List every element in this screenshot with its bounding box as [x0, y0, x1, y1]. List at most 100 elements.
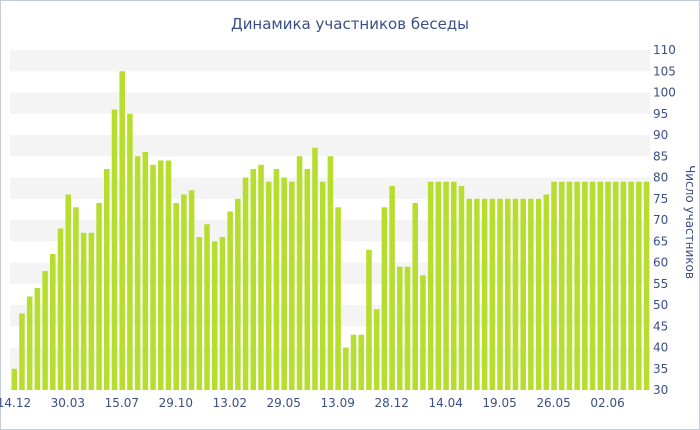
bar [466, 198, 472, 390]
bar [242, 177, 249, 390]
bar [73, 207, 79, 390]
bar [235, 198, 241, 390]
bar [605, 181, 611, 390]
bar [543, 194, 550, 390]
bar [273, 169, 280, 390]
x-tick-label: 29.10 [159, 396, 193, 410]
bar [42, 271, 48, 390]
grid-band [10, 50, 650, 72]
y-tick-label: 35 [653, 362, 668, 376]
bar [181, 194, 187, 390]
bar [119, 71, 125, 390]
bar [88, 232, 95, 390]
bar [204, 224, 210, 390]
y-axis-title: Число участников [683, 165, 697, 279]
bar [628, 181, 634, 390]
bar [582, 181, 588, 390]
y-axis-ticks: 30 35 40 45 50 55 60 65 70 75 80 85 90 95 100 105 110 [653, 43, 676, 397]
bar [296, 156, 303, 390]
x-axis-ticks: 14.12 30.03 15.07 29.10 13.02 29.05 13.09 28.12… [0, 396, 625, 410]
x-tick-label: 14.12 [0, 396, 31, 410]
bar [57, 228, 64, 390]
y-tick-label: 110 [653, 43, 676, 57]
x-tick-label: 26.05 [536, 396, 570, 410]
bar [451, 181, 457, 390]
y-tick-label: 60 [653, 256, 668, 270]
x-tick-label: 19.05 [482, 396, 516, 410]
bar [96, 203, 102, 390]
x-tick-label: 29.05 [267, 396, 301, 410]
bar [26, 296, 33, 390]
bar [319, 181, 326, 390]
bar [19, 313, 25, 390]
bar [597, 181, 604, 390]
bar [435, 181, 442, 390]
bar [104, 169, 110, 390]
bar [489, 198, 496, 390]
bar [358, 334, 365, 390]
bar [134, 156, 141, 390]
bar [481, 198, 488, 390]
bar [589, 181, 596, 390]
bar [404, 266, 411, 390]
bar [412, 203, 418, 390]
x-tick-label: 30.03 [51, 396, 85, 410]
bar [558, 181, 565, 390]
bar [188, 190, 195, 390]
bar [11, 368, 18, 390]
y-tick-label: 90 [653, 128, 668, 142]
x-tick-label: 13.02 [213, 396, 247, 410]
y-tick-label: 100 [653, 86, 676, 100]
y-tick-label: 85 [653, 149, 668, 163]
y-tick-label: 95 [653, 107, 668, 121]
y-tick-label: 75 [653, 192, 668, 206]
bar [343, 347, 349, 390]
bar [381, 207, 388, 390]
bars-group [11, 71, 650, 390]
bar [427, 181, 434, 390]
bar [350, 334, 357, 390]
bar [227, 211, 233, 390]
bar [574, 181, 580, 390]
y-tick-label: 30 [653, 383, 668, 397]
bar [281, 177, 287, 390]
grid-band [10, 135, 650, 157]
y-tick-label: 45 [653, 319, 668, 333]
bar [335, 207, 341, 390]
bar [458, 186, 465, 390]
y-tick-label: 55 [653, 277, 668, 291]
bar [258, 164, 264, 390]
y-tick-label: 80 [653, 171, 668, 185]
bar [50, 254, 56, 390]
bar [551, 181, 557, 390]
bar [150, 164, 156, 390]
bar [111, 109, 118, 390]
bar [566, 181, 573, 390]
bar [373, 309, 380, 390]
y-tick-label: 65 [653, 234, 668, 248]
bar [142, 152, 149, 390]
bar [196, 237, 203, 390]
bar [289, 181, 295, 390]
bar [643, 181, 650, 390]
x-tick-label: 02.06 [590, 396, 624, 410]
bar [173, 203, 179, 390]
bar [327, 156, 334, 390]
bar [528, 198, 534, 390]
bar [504, 198, 511, 390]
bar [80, 232, 87, 390]
bar [65, 194, 72, 390]
y-tick-label: 50 [653, 298, 668, 312]
bar [420, 275, 426, 390]
y-tick-label: 40 [653, 341, 668, 355]
x-tick-label: 14.04 [429, 396, 463, 410]
bar [250, 169, 257, 390]
bar [265, 181, 272, 390]
bar [34, 288, 41, 390]
bar [443, 181, 449, 390]
x-tick-label: 13.09 [321, 396, 355, 410]
bar [397, 266, 403, 390]
bar [219, 237, 226, 390]
chart-title: Динамика участников беседы [231, 15, 469, 33]
